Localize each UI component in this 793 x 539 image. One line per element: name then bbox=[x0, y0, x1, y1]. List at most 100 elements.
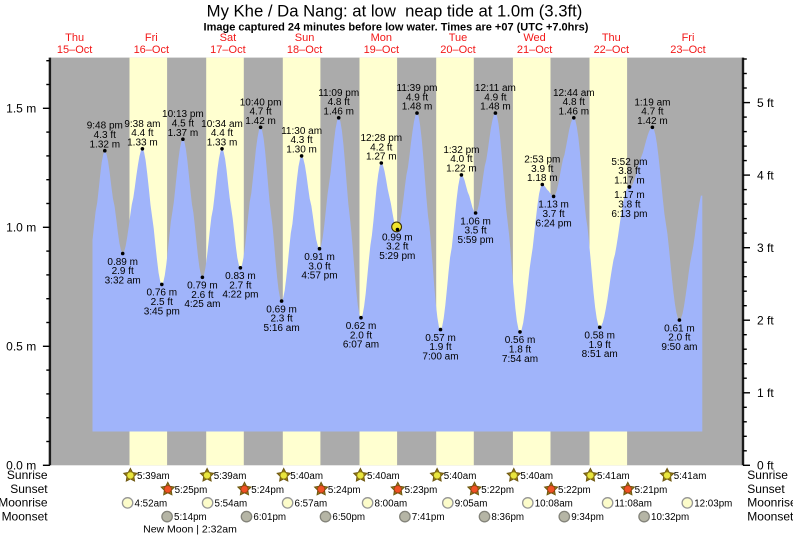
svg-text:12:03pm: 12:03pm bbox=[694, 499, 732, 510]
svg-text:3.7 ft: 3.7 ft bbox=[542, 209, 564, 220]
svg-text:Sat: Sat bbox=[220, 32, 237, 44]
svg-text:10:13 pm: 10:13 pm bbox=[162, 109, 204, 120]
svg-text:16–Oct: 16–Oct bbox=[134, 44, 169, 56]
svg-text:Sunset: Sunset bbox=[747, 482, 785, 496]
svg-text:5:52 pm: 5:52 pm bbox=[611, 157, 647, 168]
svg-text:1.42 m: 1.42 m bbox=[637, 116, 668, 127]
svg-text:4.7 ft: 4.7 ft bbox=[641, 107, 663, 118]
svg-text:1.18 m: 1.18 m bbox=[527, 173, 558, 184]
svg-text:8:51 am: 8:51 am bbox=[582, 349, 618, 360]
svg-text:Moonset: Moonset bbox=[747, 509, 793, 523]
svg-text:23–Oct: 23–Oct bbox=[670, 44, 705, 56]
svg-text:Moonrise: Moonrise bbox=[747, 496, 793, 510]
svg-text:11:39 pm: 11:39 pm bbox=[397, 83, 438, 94]
svg-text:11:30 am: 11:30 am bbox=[281, 126, 322, 137]
svg-text:12:11 am: 12:11 am bbox=[475, 83, 516, 94]
svg-text:5:40am: 5:40am bbox=[290, 471, 323, 482]
svg-text:1.9 ft: 1.9 ft bbox=[429, 342, 451, 353]
svg-text:5:40am: 5:40am bbox=[367, 471, 400, 482]
svg-text:Fri: Fri bbox=[145, 32, 158, 44]
svg-text:1.30 m: 1.30 m bbox=[286, 145, 317, 156]
svg-text:Tue: Tue bbox=[449, 32, 468, 44]
svg-text:Thu: Thu bbox=[602, 32, 621, 44]
svg-text:My Khe / Da Nang: at low neap: My Khe / Da Nang: at low neap tide at 1.… bbox=[207, 2, 583, 21]
svg-text:2.5 ft: 2.5 ft bbox=[151, 297, 173, 308]
svg-text:5:24pm: 5:24pm bbox=[251, 485, 284, 496]
svg-text:9:34pm: 9:34pm bbox=[571, 512, 604, 523]
svg-text:Sun: Sun bbox=[295, 32, 315, 44]
svg-text:4.7 ft: 4.7 ft bbox=[249, 107, 271, 118]
svg-text:3.2 ft: 3.2 ft bbox=[386, 242, 408, 253]
svg-text:5:54am: 5:54am bbox=[215, 499, 248, 510]
svg-text:0.56 m: 0.56 m bbox=[505, 335, 536, 346]
svg-text:New Moon | 2:32am: New Moon | 2:32am bbox=[143, 523, 237, 535]
svg-text:0.91 m: 0.91 m bbox=[304, 252, 335, 263]
svg-text:3 ft: 3 ft bbox=[757, 241, 774, 255]
svg-text:4.9 ft: 4.9 ft bbox=[484, 92, 506, 103]
svg-text:5:40am: 5:40am bbox=[444, 471, 477, 482]
svg-text:5:22pm: 5:22pm bbox=[558, 485, 591, 496]
svg-text:0.57 m: 0.57 m bbox=[425, 333, 456, 344]
svg-text:8:36pm: 8:36pm bbox=[491, 512, 524, 523]
svg-text:Thu: Thu bbox=[65, 32, 84, 44]
svg-text:3.8 ft: 3.8 ft bbox=[618, 166, 640, 177]
svg-text:0.89 m: 0.89 m bbox=[107, 257, 138, 268]
svg-text:7:41pm: 7:41pm bbox=[412, 512, 445, 523]
svg-text:1.33 m: 1.33 m bbox=[127, 137, 158, 148]
svg-text:5:23pm: 5:23pm bbox=[405, 485, 438, 496]
svg-text:5:22pm: 5:22pm bbox=[481, 485, 514, 496]
svg-text:21–Oct: 21–Oct bbox=[517, 44, 552, 56]
svg-text:7:54 am: 7:54 am bbox=[502, 354, 538, 365]
svg-text:15–Oct: 15–Oct bbox=[57, 44, 92, 56]
svg-text:3.9 ft: 3.9 ft bbox=[531, 164, 553, 175]
svg-text:17–Oct: 17–Oct bbox=[210, 44, 245, 56]
svg-text:6:50pm: 6:50pm bbox=[332, 512, 365, 523]
svg-text:4.8 ft: 4.8 ft bbox=[563, 97, 585, 108]
svg-text:5:59 pm: 5:59 pm bbox=[458, 235, 494, 246]
svg-text:9:38 am: 9:38 am bbox=[124, 119, 160, 130]
svg-text:2:53 pm: 2:53 pm bbox=[524, 155, 560, 166]
svg-text:0.62 m: 0.62 m bbox=[346, 321, 377, 332]
svg-text:1.46 m: 1.46 m bbox=[323, 106, 354, 117]
svg-text:11:08am: 11:08am bbox=[615, 499, 652, 510]
svg-text:2 ft: 2 ft bbox=[757, 314, 774, 328]
svg-text:1.8 ft: 1.8 ft bbox=[509, 345, 531, 356]
svg-text:5:39am: 5:39am bbox=[137, 471, 170, 482]
svg-text:0 ft: 0 ft bbox=[757, 459, 774, 473]
svg-text:0.79 m: 0.79 m bbox=[187, 281, 218, 292]
svg-text:9:50 am: 9:50 am bbox=[661, 342, 697, 353]
svg-text:20–Oct: 20–Oct bbox=[440, 44, 475, 56]
svg-text:12:44 am: 12:44 am bbox=[553, 88, 595, 99]
svg-text:6:24 pm: 6:24 pm bbox=[536, 218, 572, 229]
svg-text:4.4 ft: 4.4 ft bbox=[131, 128, 153, 139]
svg-text:1.9 ft: 1.9 ft bbox=[589, 340, 611, 351]
svg-text:Image captured 24 minutes befo: Image captured 24 minutes before low wat… bbox=[204, 22, 589, 34]
svg-text:Sunset: Sunset bbox=[10, 482, 48, 496]
svg-text:1:32 pm: 1:32 pm bbox=[443, 145, 479, 156]
svg-text:5:25pm: 5:25pm bbox=[175, 485, 208, 496]
svg-text:0.61 m: 0.61 m bbox=[664, 323, 695, 334]
svg-text:4.4 ft: 4.4 ft bbox=[211, 128, 233, 139]
svg-text:5:21pm: 5:21pm bbox=[635, 485, 668, 496]
svg-text:7:00 am: 7:00 am bbox=[422, 352, 458, 363]
svg-text:0.5 m: 0.5 m bbox=[6, 340, 36, 354]
svg-text:0.0 m: 0.0 m bbox=[6, 459, 36, 473]
svg-text:1.32 m: 1.32 m bbox=[90, 139, 121, 150]
svg-text:4:25 am: 4:25 am bbox=[184, 299, 220, 310]
svg-text:4.2 ft: 4.2 ft bbox=[370, 142, 392, 153]
svg-text:1.37 m: 1.37 m bbox=[168, 128, 199, 139]
svg-text:Moonrise: Moonrise bbox=[0, 496, 48, 510]
svg-text:3.5 ft: 3.5 ft bbox=[464, 226, 486, 237]
svg-text:4:22 pm: 4:22 pm bbox=[222, 290, 258, 301]
svg-text:1.22 m: 1.22 m bbox=[446, 164, 477, 175]
svg-text:Moonset: Moonset bbox=[2, 509, 49, 523]
svg-text:2.0 ft: 2.0 ft bbox=[668, 333, 690, 344]
svg-text:1:19 am: 1:19 am bbox=[634, 97, 670, 108]
svg-text:1.17 m: 1.17 m bbox=[614, 176, 645, 187]
svg-text:5:16 am: 5:16 am bbox=[264, 323, 300, 334]
svg-text:1.33 m: 1.33 m bbox=[207, 137, 238, 148]
svg-text:1.0 m: 1.0 m bbox=[6, 221, 36, 235]
svg-text:1.5 m: 1.5 m bbox=[6, 102, 36, 116]
svg-text:10:32pm: 10:32pm bbox=[651, 512, 689, 523]
svg-text:8:00am: 8:00am bbox=[375, 499, 408, 510]
